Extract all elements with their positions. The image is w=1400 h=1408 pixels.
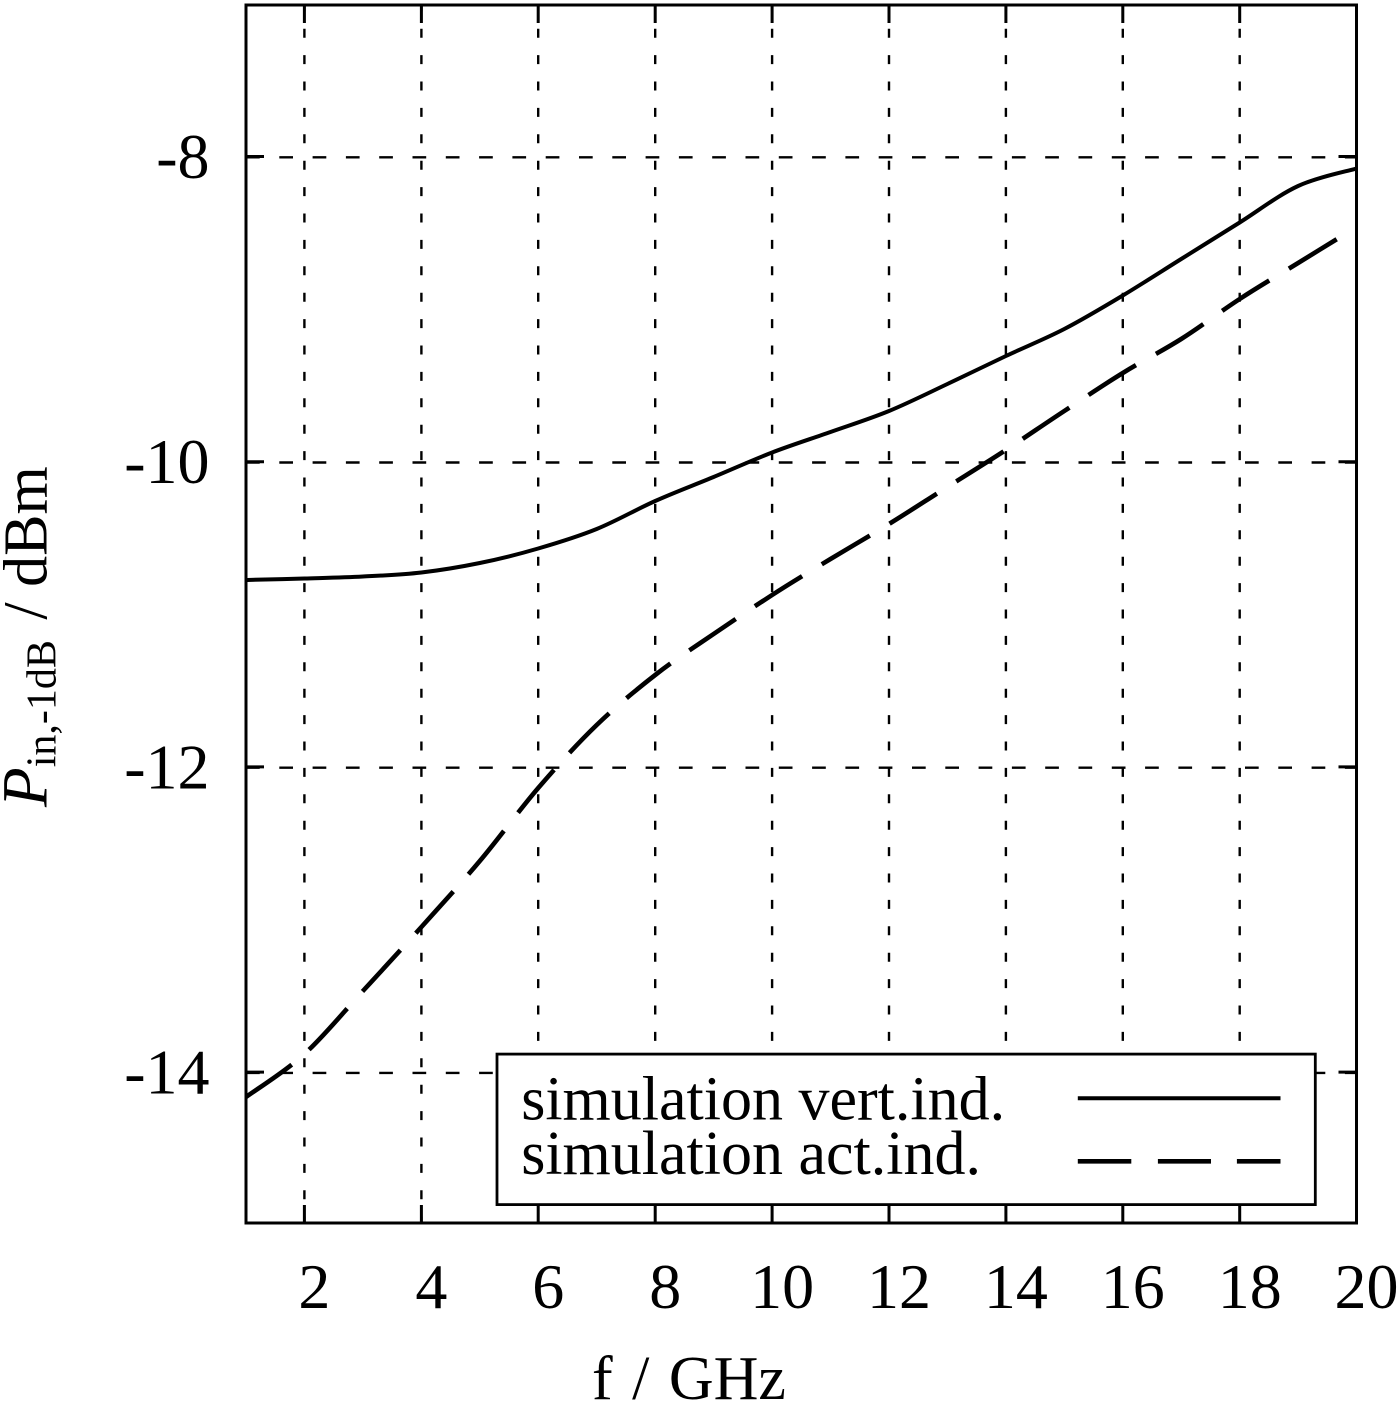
svg-text:20: 20 [1335,1251,1399,1322]
svg-text:f / GHz: f / GHz [592,1345,786,1408]
svg-text:Pin,-1dB / dBm: Pin,-1dB / dBm [0,466,66,808]
svg-text:12: 12 [867,1251,931,1322]
svg-text:4: 4 [415,1251,447,1322]
svg-text:8: 8 [649,1251,681,1322]
svg-text:-10: -10 [124,426,209,497]
svg-text:18: 18 [1218,1251,1282,1322]
svg-text:simulation vert.ind.: simulation vert.ind. [521,1065,1005,1133]
svg-text:simulation act.ind.: simulation act.ind. [521,1120,981,1188]
svg-text:6: 6 [532,1251,564,1322]
svg-text:10: 10 [750,1251,814,1322]
svg-text:-12: -12 [124,731,209,802]
svg-text:16: 16 [1101,1251,1165,1322]
svg-text:14: 14 [984,1251,1048,1322]
svg-text:2: 2 [298,1251,330,1322]
svg-text:-14: -14 [124,1037,209,1108]
svg-text:-8: -8 [156,121,209,192]
